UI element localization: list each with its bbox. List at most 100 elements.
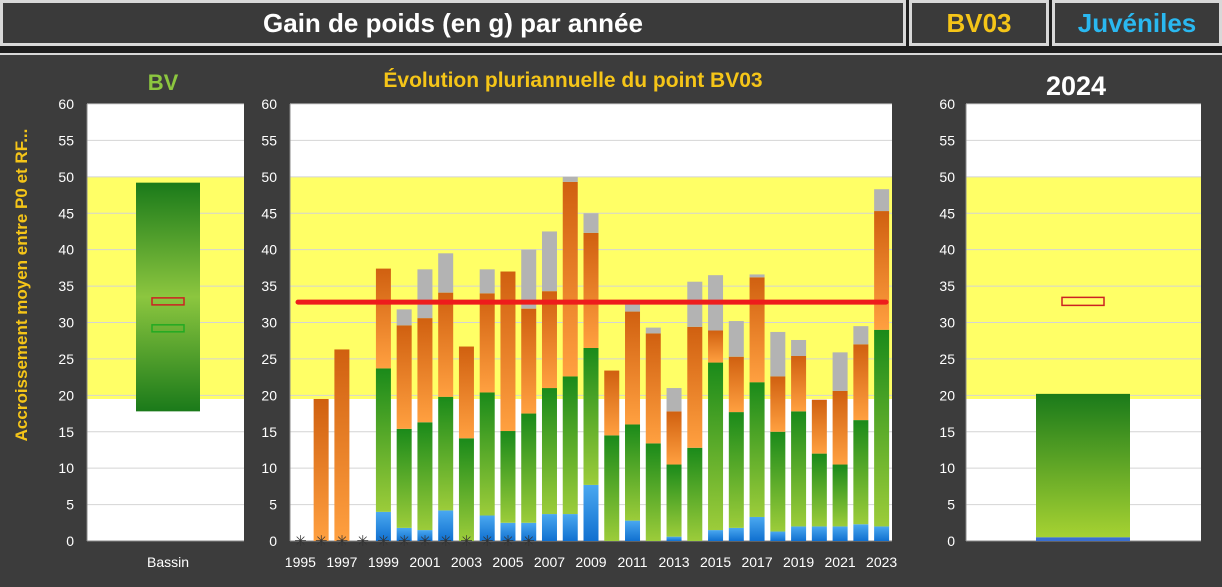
bar-segment-green (874, 329, 890, 527)
y-tick-label: 35 (58, 278, 74, 294)
bv-panel: 0 5 10 15 20 25 30 35 40 45 50 55 60 Bassin (58, 96, 244, 570)
bar-segment-orange (749, 277, 765, 383)
bar-segment-grey (666, 388, 682, 412)
x-tick-label: 2023 (866, 554, 897, 570)
missing-data-marker: ✳ (460, 532, 473, 550)
y-tick-label: 60 (58, 96, 74, 112)
bar-segment-blue (500, 522, 516, 541)
y-tick-label: 30 (939, 315, 955, 331)
y-tick-label: 0 (269, 533, 277, 549)
y-tick-label: 40 (939, 242, 955, 258)
bar-segment-grey (853, 326, 869, 345)
y-tick-label: 10 (58, 460, 74, 476)
bar-segment-grey (562, 176, 578, 182)
bar-segment-grey (625, 301, 641, 312)
y-tick-label: 55 (939, 132, 955, 148)
y-tick-label: 0 (66, 533, 74, 549)
bar-segment-blue (583, 484, 599, 541)
bar-segment-green (770, 431, 786, 532)
bar-segment-orange (479, 293, 495, 393)
bar-segment-green (500, 431, 516, 523)
evolution-panel-title: Évolution pluriannuelle du point BV03 (383, 69, 762, 92)
bar-segment-green (583, 347, 599, 485)
bar-segment-orange (708, 330, 724, 363)
bar-segment-orange (375, 268, 391, 369)
bar-segment-orange (521, 308, 537, 414)
y-tick-label: 60 (939, 96, 955, 112)
y-tick-label: 5 (269, 497, 277, 513)
missing-data-marker: ✳ (294, 532, 307, 550)
y-tick-label: 15 (261, 424, 277, 440)
x-tick-label: 2011 (617, 554, 647, 570)
bar-segment-green (708, 362, 724, 531)
bar-segment-orange (500, 271, 516, 432)
y-tick-label: 25 (58, 351, 74, 367)
basin-marker (151, 297, 185, 306)
x-tick-label: 2007 (534, 554, 565, 570)
missing-data-marker: ✳ (377, 532, 390, 550)
missing-data-marker: ✳ (356, 532, 369, 550)
x-tick-label: Bassin (147, 554, 189, 570)
bar-segment-grey (874, 189, 890, 212)
bar-segment-blue (832, 526, 848, 541)
y-tick-label: 15 (939, 424, 955, 440)
bar-segment-blue (791, 526, 807, 541)
y-tick-label: 20 (58, 387, 74, 403)
bar-segment-orange (334, 349, 350, 541)
bar-segment-green (521, 413, 537, 523)
missing-data-marker: ✳ (481, 532, 494, 550)
x-tick-label: 2005 (492, 554, 523, 570)
bar-segment-blue (562, 514, 578, 541)
x-tick-label: 2009 (575, 554, 606, 570)
bar-segment-grey (479, 269, 495, 294)
bar-segment-grey (583, 213, 599, 233)
y-tick-label: 35 (939, 278, 955, 294)
y-tick-label: 60 (261, 96, 277, 112)
x-tick-label: 2013 (658, 554, 689, 570)
bar-segment-grey (832, 352, 848, 391)
y-tick-label: 20 (939, 387, 955, 403)
bar-segment-green (625, 424, 641, 521)
y-tick-label: 45 (261, 205, 277, 221)
bar-segment-blue (417, 530, 433, 541)
missing-data-marker: ✳ (398, 532, 411, 550)
basin-marker (151, 324, 185, 333)
x-tick-label: 2003 (451, 554, 482, 570)
bar-segment-blue (521, 522, 537, 541)
y-tick-label: 55 (58, 132, 74, 148)
y-tick-label: 25 (939, 351, 955, 367)
bar-segment-blue (625, 520, 641, 541)
y-tick-label: 40 (58, 242, 74, 258)
bar-segment-green (438, 396, 454, 511)
bar-segment-orange (874, 211, 890, 330)
bar-segment-green (687, 447, 703, 541)
bar-segment-green (853, 420, 869, 525)
bar-segment-green (375, 368, 391, 512)
bar-segment-orange (645, 333, 661, 444)
y-tick-label: 5 (66, 497, 74, 513)
y-axis-label: Accroissement moyen entre P0 et RF... (12, 129, 31, 442)
bar-segment-grey (521, 249, 537, 309)
bar-segment-green (541, 388, 557, 515)
x-tick-label: 1995 (285, 554, 316, 570)
bar-segment-blue (811, 526, 827, 541)
x-tick-label: 2017 (741, 554, 772, 570)
bar-segment-grey (749, 274, 765, 278)
bar-segment-blue (853, 524, 869, 541)
bar-segment-orange (770, 376, 786, 432)
bar-segment-orange (438, 292, 454, 397)
missing-data-marker: ✳ (439, 532, 452, 550)
current-year-panel: 0 5 10 15 20 25 30 35 40 45 50 55 60 (939, 96, 1201, 549)
bar-segment-blue (479, 515, 495, 541)
bar-segment-blue (375, 511, 391, 541)
header-life-stage: Juvéniles (1052, 0, 1222, 46)
bar-segment-blue (874, 526, 890, 541)
x-tick-label: 2019 (783, 554, 814, 570)
y-tick-label: 50 (58, 169, 74, 185)
bar-segment-green (811, 453, 827, 527)
bar-segment-blue (438, 510, 454, 541)
bar-segment-blue (666, 536, 682, 541)
bar-segment-green (832, 464, 848, 527)
y-tick-label: 40 (261, 242, 277, 258)
bar-segment-blue (770, 531, 786, 541)
